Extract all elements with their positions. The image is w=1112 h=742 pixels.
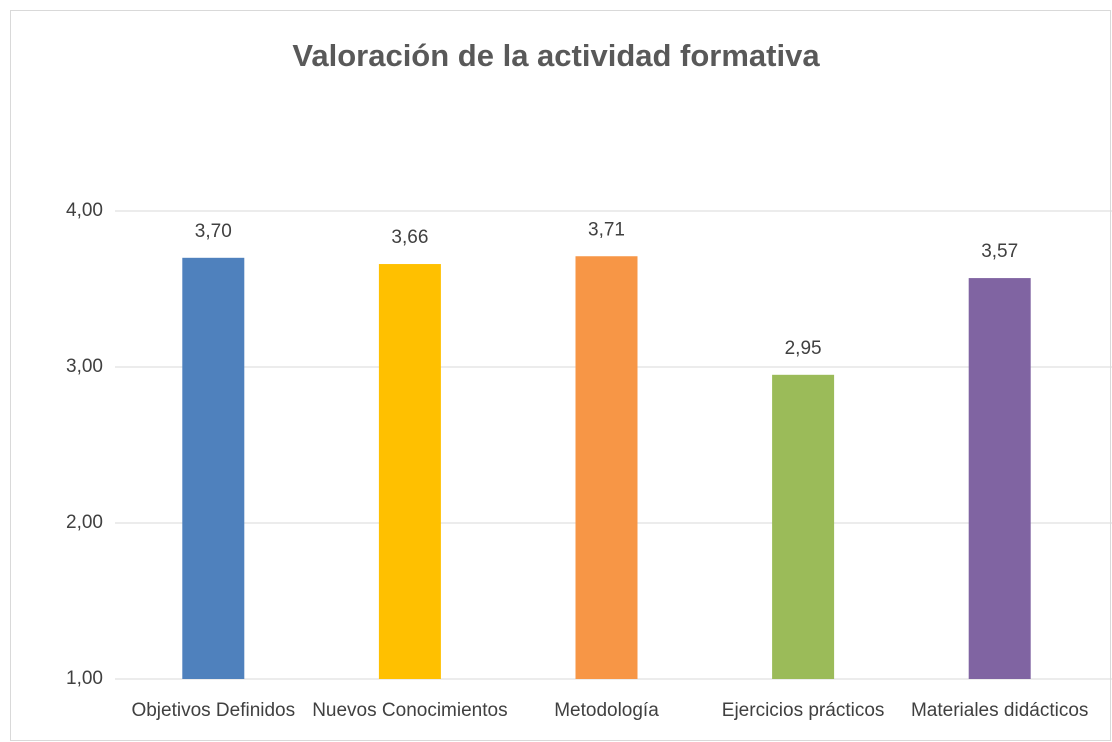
value-label: 3,71 (588, 219, 625, 240)
value-label: 3,66 (391, 227, 428, 248)
value-label: 3,57 (981, 241, 1018, 262)
y-tick-label: 3,00 (66, 356, 103, 377)
x-tick-label: Objetivos Definidos (131, 700, 295, 721)
x-tick-label: Ejercicios prácticos (722, 700, 885, 721)
x-tick-label: Nuevos Conocimientos (312, 700, 507, 721)
x-tick-label: Metodología (554, 700, 659, 721)
bar (378, 264, 441, 679)
x-tick-label: Materiales didácticos (911, 700, 1088, 721)
bar (772, 374, 835, 679)
value-label: 2,95 (785, 338, 822, 359)
chart-border (10, 10, 1111, 741)
bar (182, 257, 245, 679)
bar (575, 256, 638, 679)
value-label: 3,70 (195, 221, 232, 242)
bar (968, 278, 1031, 679)
chart-title: Valoración de la actividad formativa (292, 38, 820, 73)
y-tick-label: 4,00 (66, 200, 103, 221)
y-tick-label: 2,00 (66, 512, 103, 533)
y-tick-label: 1,00 (66, 668, 103, 689)
